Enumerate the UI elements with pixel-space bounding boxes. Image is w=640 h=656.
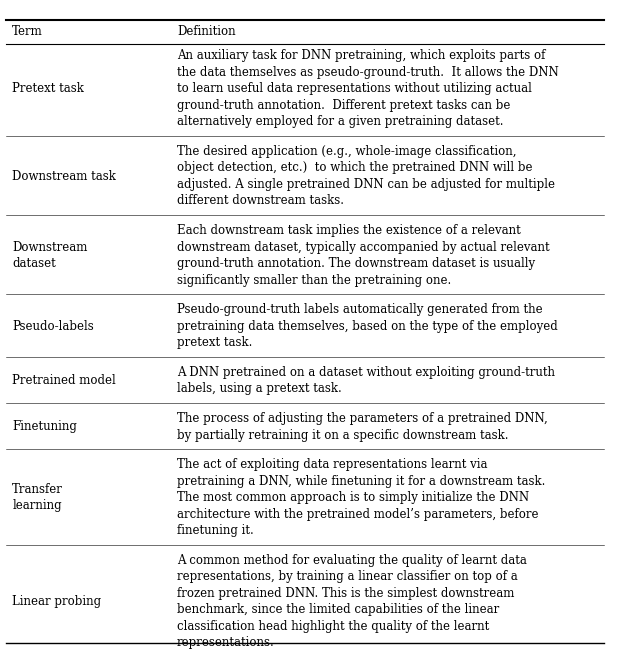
Text: dataset: dataset: [12, 257, 56, 270]
Text: Downstream task: Downstream task: [12, 170, 116, 183]
Text: Pretrained model: Pretrained model: [12, 374, 116, 387]
Text: Pretext task: Pretext task: [12, 83, 84, 95]
Text: representations, by training a linear classifier on top of a: representations, by training a linear cl…: [177, 570, 518, 583]
Text: finetuning it.: finetuning it.: [177, 524, 254, 537]
Text: downstream dataset, typically accompanied by actual relevant: downstream dataset, typically accompanie…: [177, 241, 550, 254]
Text: Transfer: Transfer: [12, 483, 63, 496]
Text: ground-truth annotation.  Different pretext tasks can be: ground-truth annotation. Different prete…: [177, 99, 510, 112]
Text: architecture with the pretrained model’s parameters, before: architecture with the pretrained model’s…: [177, 508, 538, 521]
Text: Pseudo-labels: Pseudo-labels: [12, 319, 94, 333]
Text: Finetuning: Finetuning: [12, 420, 77, 434]
Text: pretraining a DNN, while finetuning it for a downstream task.: pretraining a DNN, while finetuning it f…: [177, 475, 545, 487]
Text: The process of adjusting the parameters of a pretrained DNN,: The process of adjusting the parameters …: [177, 412, 548, 425]
Text: classification head highlight the quality of the learnt: classification head highlight the qualit…: [177, 620, 489, 633]
Text: representations.: representations.: [177, 636, 275, 649]
Text: A DNN pretrained on a dataset without exploiting ground-truth: A DNN pretrained on a dataset without ex…: [177, 366, 555, 379]
Text: The act of exploiting data representations learnt via: The act of exploiting data representatio…: [177, 459, 488, 471]
Text: pretraining data themselves, based on the type of the employed: pretraining data themselves, based on th…: [177, 319, 558, 333]
Text: to learn useful data representations without utilizing actual: to learn useful data representations wit…: [177, 83, 532, 95]
Text: Each downstream task implies the existence of a relevant: Each downstream task implies the existen…: [177, 224, 521, 237]
Text: labels, using a pretext task.: labels, using a pretext task.: [177, 382, 342, 396]
Text: different downstream tasks.: different downstream tasks.: [177, 194, 344, 207]
Text: Term: Term: [12, 25, 43, 37]
Text: significantly smaller than the pretraining one.: significantly smaller than the pretraini…: [177, 274, 451, 287]
Text: adjusted. A single pretrained DNN can be adjusted for multiple: adjusted. A single pretrained DNN can be…: [177, 178, 555, 191]
Text: Definition: Definition: [177, 25, 236, 37]
Text: The most common approach is to simply initialize the DNN: The most common approach is to simply in…: [177, 491, 529, 504]
Text: object detection, etc.)  to which the pretrained DNN will be: object detection, etc.) to which the pre…: [177, 161, 532, 174]
Text: by partially retraining it on a specific downstream task.: by partially retraining it on a specific…: [177, 428, 509, 441]
Text: Pseudo-ground-truth labels automatically generated from the: Pseudo-ground-truth labels automatically…: [177, 303, 543, 316]
Text: frozen pretrained DNN. This is the simplest downstream: frozen pretrained DNN. This is the simpl…: [177, 587, 515, 600]
Text: An auxiliary task for DNN pretraining, which exploits parts of: An auxiliary task for DNN pretraining, w…: [177, 49, 545, 62]
Text: The desired application (e.g., whole-image classification,: The desired application (e.g., whole-ima…: [177, 145, 516, 158]
Text: alternatively employed for a given pretraining dataset.: alternatively employed for a given pretr…: [177, 115, 504, 129]
Text: Downstream: Downstream: [12, 241, 88, 254]
Text: the data themselves as pseudo-ground-truth.  It allows the DNN: the data themselves as pseudo-ground-tru…: [177, 66, 559, 79]
Text: learning: learning: [12, 499, 62, 512]
Text: ground-truth annotation. The downstream dataset is usually: ground-truth annotation. The downstream …: [177, 257, 535, 270]
Text: benchmark, since the limited capabilities of the linear: benchmark, since the limited capabilitie…: [177, 604, 499, 616]
Text: A common method for evaluating the quality of learnt data: A common method for evaluating the quali…: [177, 554, 527, 567]
Text: Linear probing: Linear probing: [12, 595, 101, 608]
Text: pretext task.: pretext task.: [177, 337, 252, 349]
